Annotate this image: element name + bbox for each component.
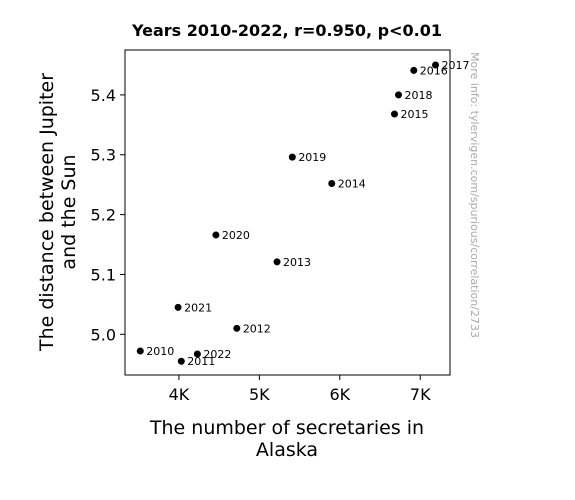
data-point — [328, 179, 336, 187]
data-point-label: 2015 — [400, 108, 428, 121]
data-point-label: 2011 — [187, 355, 215, 368]
data-point — [193, 350, 201, 358]
x-axis-title-line-1: The number of secretaries in — [149, 417, 424, 439]
data-point — [233, 324, 241, 332]
x-axis-title-line-2: Alaska — [256, 439, 318, 461]
data-point-label: 2013 — [283, 256, 311, 269]
data-point-label: 2012 — [243, 322, 271, 335]
data-point-label: 2017 — [442, 59, 470, 72]
plot-area — [124, 49, 451, 376]
data-point — [177, 357, 185, 365]
data-point-label: 2020 — [222, 229, 250, 242]
data-point — [273, 258, 281, 266]
data-point — [410, 66, 418, 74]
data-point-label: 2016 — [420, 64, 448, 77]
plot-frame — [124, 49, 451, 376]
data-point — [390, 110, 398, 118]
chart-title: Years 2010-2022, r=0.950, p<0.01 — [131, 21, 442, 40]
data-point-label: 2021 — [184, 301, 212, 314]
data-point — [288, 153, 296, 161]
data-point — [432, 61, 440, 69]
y-axis-title-line-1: The distance between Jupiter — [36, 73, 58, 352]
x-tick-label: 4K — [169, 385, 190, 404]
data-point — [395, 91, 403, 99]
y-tick-label: 5.1 — [91, 265, 116, 284]
y-tick-label: 5.0 — [91, 325, 116, 344]
data-point-label: 2014 — [338, 177, 366, 190]
data-point — [212, 231, 220, 239]
data-point-label: 2018 — [405, 89, 433, 102]
data-point-label: 2019 — [298, 151, 326, 164]
data-point — [136, 347, 144, 355]
y-axis: 5.0 5.1 5.2 5.3 5.4 — [91, 86, 125, 344]
x-tick-label: 5K — [249, 385, 270, 404]
data-point — [174, 303, 182, 311]
y-tick-label: 5.3 — [91, 146, 116, 165]
x-axis: 4K 5K 6K 7K — [169, 375, 431, 404]
y-tick-label: 5.2 — [91, 206, 116, 225]
data-point-label: 2022 — [203, 348, 231, 361]
y-tick-label: 5.4 — [91, 86, 116, 105]
watermark-text: More info: tylervigen.com/spurious/corre… — [468, 52, 481, 338]
x-tick-label: 6K — [329, 385, 350, 404]
data-point-label: 2010 — [146, 345, 174, 358]
y-axis-title-line-2: and the Sun — [58, 154, 80, 269]
x-tick-label: 7K — [410, 385, 431, 404]
